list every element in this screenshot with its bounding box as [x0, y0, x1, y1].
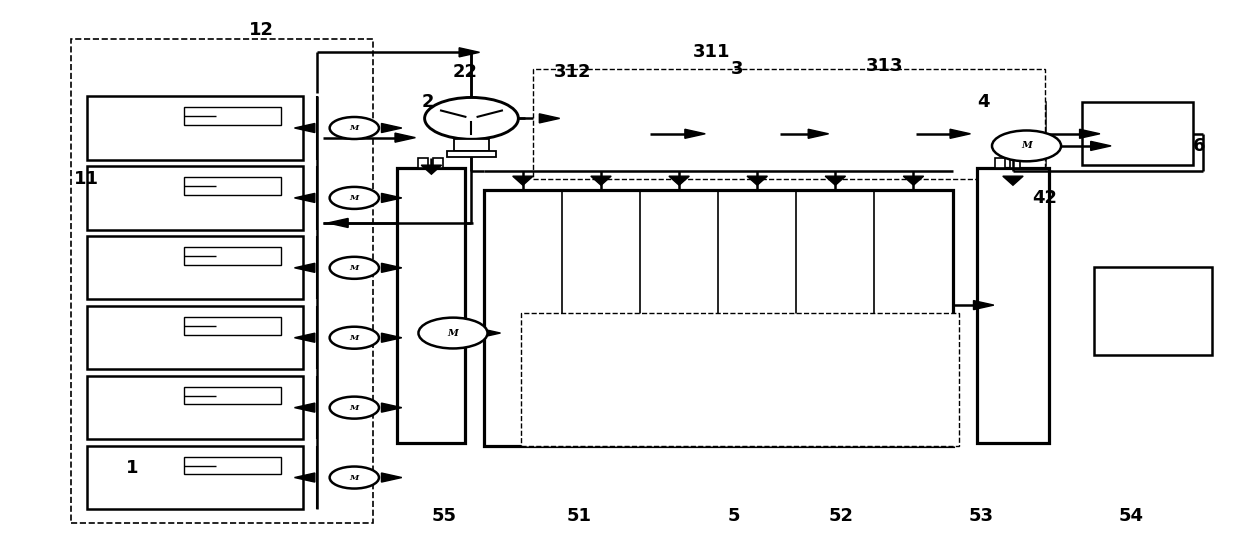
Bar — [1082, 102, 1193, 165]
Bar — [533, 69, 1044, 179]
Polygon shape — [747, 176, 767, 185]
Polygon shape — [295, 264, 315, 272]
Polygon shape — [1090, 141, 1111, 151]
Polygon shape — [808, 129, 829, 138]
Polygon shape — [1079, 129, 1100, 138]
Bar — [1094, 267, 1212, 355]
Polygon shape — [1002, 176, 1023, 185]
Text: 52: 52 — [829, 507, 854, 525]
Text: 311: 311 — [694, 43, 731, 61]
Polygon shape — [903, 176, 923, 185]
Bar — [978, 168, 1048, 443]
Bar — [183, 247, 281, 265]
Bar — [1010, 158, 1020, 168]
Circle shape — [425, 97, 518, 140]
Bar — [418, 158, 427, 168]
Polygon shape — [460, 48, 479, 57]
Bar — [953, 102, 1044, 165]
Polygon shape — [950, 129, 970, 138]
Text: M: M — [349, 474, 359, 481]
Text: 12: 12 — [249, 21, 274, 39]
Text: M: M — [349, 334, 359, 342]
Polygon shape — [295, 473, 315, 482]
Polygon shape — [382, 123, 401, 132]
Bar — [183, 107, 281, 125]
Polygon shape — [395, 133, 415, 142]
Polygon shape — [295, 333, 315, 342]
Bar — [183, 456, 281, 474]
Text: 53: 53 — [969, 507, 994, 525]
Text: 54: 54 — [1119, 507, 1144, 525]
Text: M: M — [349, 264, 359, 272]
Polygon shape — [974, 301, 994, 310]
Polygon shape — [382, 473, 401, 482]
Circle shape — [330, 466, 379, 489]
Bar — [87, 166, 302, 230]
Circle shape — [992, 131, 1061, 161]
Bar — [183, 177, 281, 195]
Polygon shape — [382, 193, 401, 202]
Polygon shape — [685, 129, 705, 138]
Polygon shape — [295, 123, 315, 132]
Text: 42: 42 — [1032, 189, 1058, 207]
Bar — [688, 102, 779, 165]
Polygon shape — [421, 165, 441, 174]
Polygon shape — [295, 403, 315, 412]
Bar — [71, 38, 373, 523]
Polygon shape — [382, 264, 401, 272]
Text: 3: 3 — [731, 60, 743, 78]
Polygon shape — [669, 176, 689, 185]
Circle shape — [419, 317, 487, 349]
Text: M: M — [349, 124, 359, 132]
Bar — [520, 313, 959, 446]
Bar — [398, 168, 466, 443]
Bar — [455, 140, 488, 151]
Circle shape — [330, 396, 379, 419]
Text: 312: 312 — [554, 63, 591, 81]
Text: 2: 2 — [422, 93, 435, 111]
Bar — [87, 306, 302, 369]
Circle shape — [330, 117, 379, 139]
Polygon shape — [481, 329, 501, 337]
Bar — [183, 317, 281, 335]
Bar — [447, 151, 496, 157]
Text: M: M — [447, 329, 458, 337]
Bar — [183, 387, 281, 404]
Text: 51: 51 — [566, 507, 591, 525]
Text: 5: 5 — [729, 507, 741, 525]
Text: M: M — [349, 404, 359, 411]
Polygon shape — [513, 176, 533, 185]
Bar — [810, 102, 916, 165]
Circle shape — [330, 327, 379, 349]
Text: 4: 4 — [978, 93, 990, 111]
Polygon shape — [382, 403, 401, 412]
Circle shape — [330, 187, 379, 209]
Polygon shape — [591, 176, 611, 185]
Bar — [483, 190, 953, 446]
Polygon shape — [825, 176, 845, 185]
Text: 22: 22 — [452, 63, 478, 81]
Bar — [432, 158, 442, 168]
Text: 11: 11 — [74, 170, 99, 188]
Bar — [87, 236, 302, 300]
Polygon shape — [295, 193, 315, 202]
Text: 1: 1 — [126, 459, 139, 477]
Circle shape — [330, 257, 379, 279]
Bar — [87, 446, 302, 509]
Polygon shape — [328, 219, 348, 227]
Text: 6: 6 — [1193, 137, 1206, 155]
Polygon shape — [382, 333, 401, 342]
Bar — [87, 96, 302, 160]
Polygon shape — [539, 114, 560, 123]
Text: M: M — [1021, 141, 1032, 150]
Text: M: M — [349, 194, 359, 202]
Bar — [87, 376, 302, 439]
Bar — [995, 158, 1005, 168]
Text: 313: 313 — [866, 57, 903, 75]
Text: 55: 55 — [432, 507, 457, 525]
Bar — [545, 102, 650, 165]
